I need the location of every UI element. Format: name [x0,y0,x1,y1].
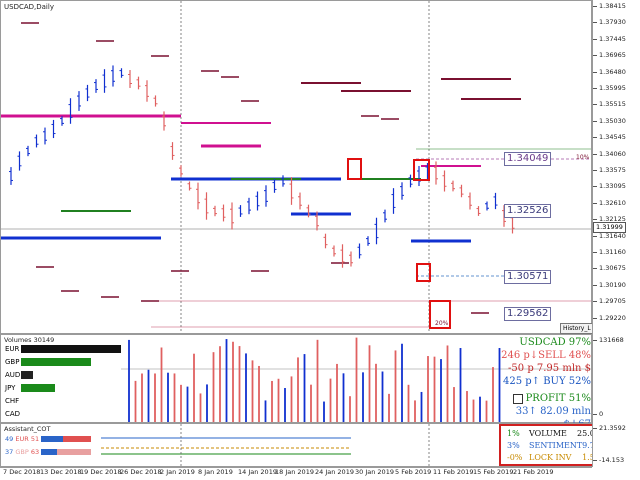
price-tick: 1.35995 [593,84,626,92]
price-tick: 1.34060 [593,149,626,158]
currency-row: JPY [5,384,55,392]
time-tick: 24 Jan 2019 [315,468,354,476]
cot-bar-gbp-long [41,449,57,455]
highlight-box-1 [347,158,362,180]
currency-row: AUD [5,371,33,379]
currency-bar [21,384,55,392]
cot-bar-eur-short [63,436,91,442]
time-tick: 19 Dec 2018 [80,468,122,476]
currency-row: CHF [5,397,20,405]
current-price-marker: 1.31999 [593,222,626,233]
price-tick: 1.29705 [593,297,626,306]
price-axis[interactable]: 1.38415 1.37930 1.37445 1.36965 1.36480 1.359… [592,0,640,334]
currency-bar [21,345,121,353]
cot-bar-gbp-short [57,449,91,455]
level-label-1: 1.34049 [504,152,552,166]
highlight-box-2 [413,159,430,181]
price-tick: 1.36965 [593,51,626,60]
currency-row: CAD [5,410,21,418]
time-tick: 2 Jan 2019 [160,468,195,476]
price-tick: 1.38415 [593,2,626,10]
price-tick: 1.34545 [593,133,626,142]
price-tick: 1.33095 [593,182,626,191]
volumes-axis-top: 131668 [593,336,624,344]
price-tick: 1.35515 [593,100,626,109]
price-chart [1,1,591,333]
stat-row: -0%LOCK INV1.522 [507,453,605,462]
time-tick: 7 Dec 2018 [3,468,41,476]
price-tick: 1.31160 [593,248,626,256]
price-tick: 1.31640 [593,231,626,240]
price-tick: 1.32125 [593,215,626,224]
currency-row: GBP [5,358,91,366]
price-tick: 1.36480 [593,67,626,76]
currency-bar [21,358,91,366]
price-tick: 1.33575 [593,166,626,174]
cot-axis-top: 21.3592 [593,424,626,432]
cot-axis-bottom: -14.153 [592,456,625,464]
history-button[interactable]: History_L [560,323,594,334]
time-axis[interactable]: 7 Dec 2018 13 Dec 2018 19 Dec 2018 26 Dec 2… [0,467,592,480]
pair-line: USDCAD 97% [519,337,591,348]
stat-row: 1% VOLUME 25.021 [507,429,605,438]
time-tick: 8 Jan 2019 [198,468,233,476]
price-tick: 1.37930 [593,18,626,27]
volumes-pane[interactable]: Volumes 30149 EUR GBP AUD JPY CHF CAD USDCAD … [0,334,592,430]
price-tick: 1.32610 [593,198,626,207]
time-tick: 15 Feb 2019 [473,468,514,476]
price-tick: 1.30675 [593,264,626,273]
cot-row-eur: 49 EUR 51 [5,435,40,443]
volumes-info: USDCAD 97% 246 p↓SELL 48% -50 p 7.95 mln… [497,336,591,431]
volumes-title: Volumes 30149 [4,336,55,344]
level-pct-4: 20% [435,320,449,327]
highlight-box-4 [429,300,451,329]
time-tick: 14 Jan 2019 [238,468,277,476]
volumes-axis: 131668 0 [592,334,640,423]
assistant-cot-pane[interactable]: Assistant_COT 49 EUR 51 37 GBP 63 1% VOLU… [0,423,608,467]
time-tick: 21 Feb 2019 [513,468,554,476]
assistant-cot-chart [41,424,430,466]
time-tick: 26 Dec 2018 [120,468,162,476]
price-tick: 1.29220 [593,313,626,322]
level-label-2: 1.32526 [504,204,552,218]
time-tick: 30 Jan 2019 [355,468,394,476]
mid-line: -50 p 7.95 mln $ [508,363,591,374]
cot-bar-eur-long [41,436,63,442]
price-tick: 1.35030 [593,116,626,125]
level-label-3: 1.30571 [504,270,552,284]
sell-line: 246 p↓SELL 48% [501,350,591,361]
price-pane[interactable]: USDCAD,Daily 1.34049 10% 1.32526 1.30571… [0,0,612,334]
time-tick: 11 Feb 2019 [433,468,474,476]
cot-row-gbp: 37 GBP 63 [5,448,40,456]
profit-line: PROFIT 51% [497,392,591,405]
buy-line: 425 p↑ BUY 52% [502,376,591,387]
price-tick: 1.37445 [593,34,626,43]
symbol-title: USDCAD,Daily [4,3,54,11]
highlight-box-3 [416,263,431,282]
assistant-title: Assistant_COT [4,425,51,433]
level-pct-1: 10% [576,154,590,161]
cot-axis: 21.3592 -14.153 [592,423,640,467]
volumes-chart [121,337,591,422]
time-tick: 5 Feb 2019 [395,468,432,476]
level-label-4: 1.29562 [504,307,552,321]
time-tick: 13 Dec 2018 [40,468,82,476]
volumes-axis-bottom: 0 [592,410,604,418]
currency-bar [21,371,33,379]
time-tick: 18 Jan 2019 [275,468,314,476]
price-tick: 1.30190 [593,280,626,289]
currency-row: EUR [5,345,121,353]
stat-row: 3%SENTIMENT9.710 [507,441,605,450]
report-icon [512,393,523,404]
